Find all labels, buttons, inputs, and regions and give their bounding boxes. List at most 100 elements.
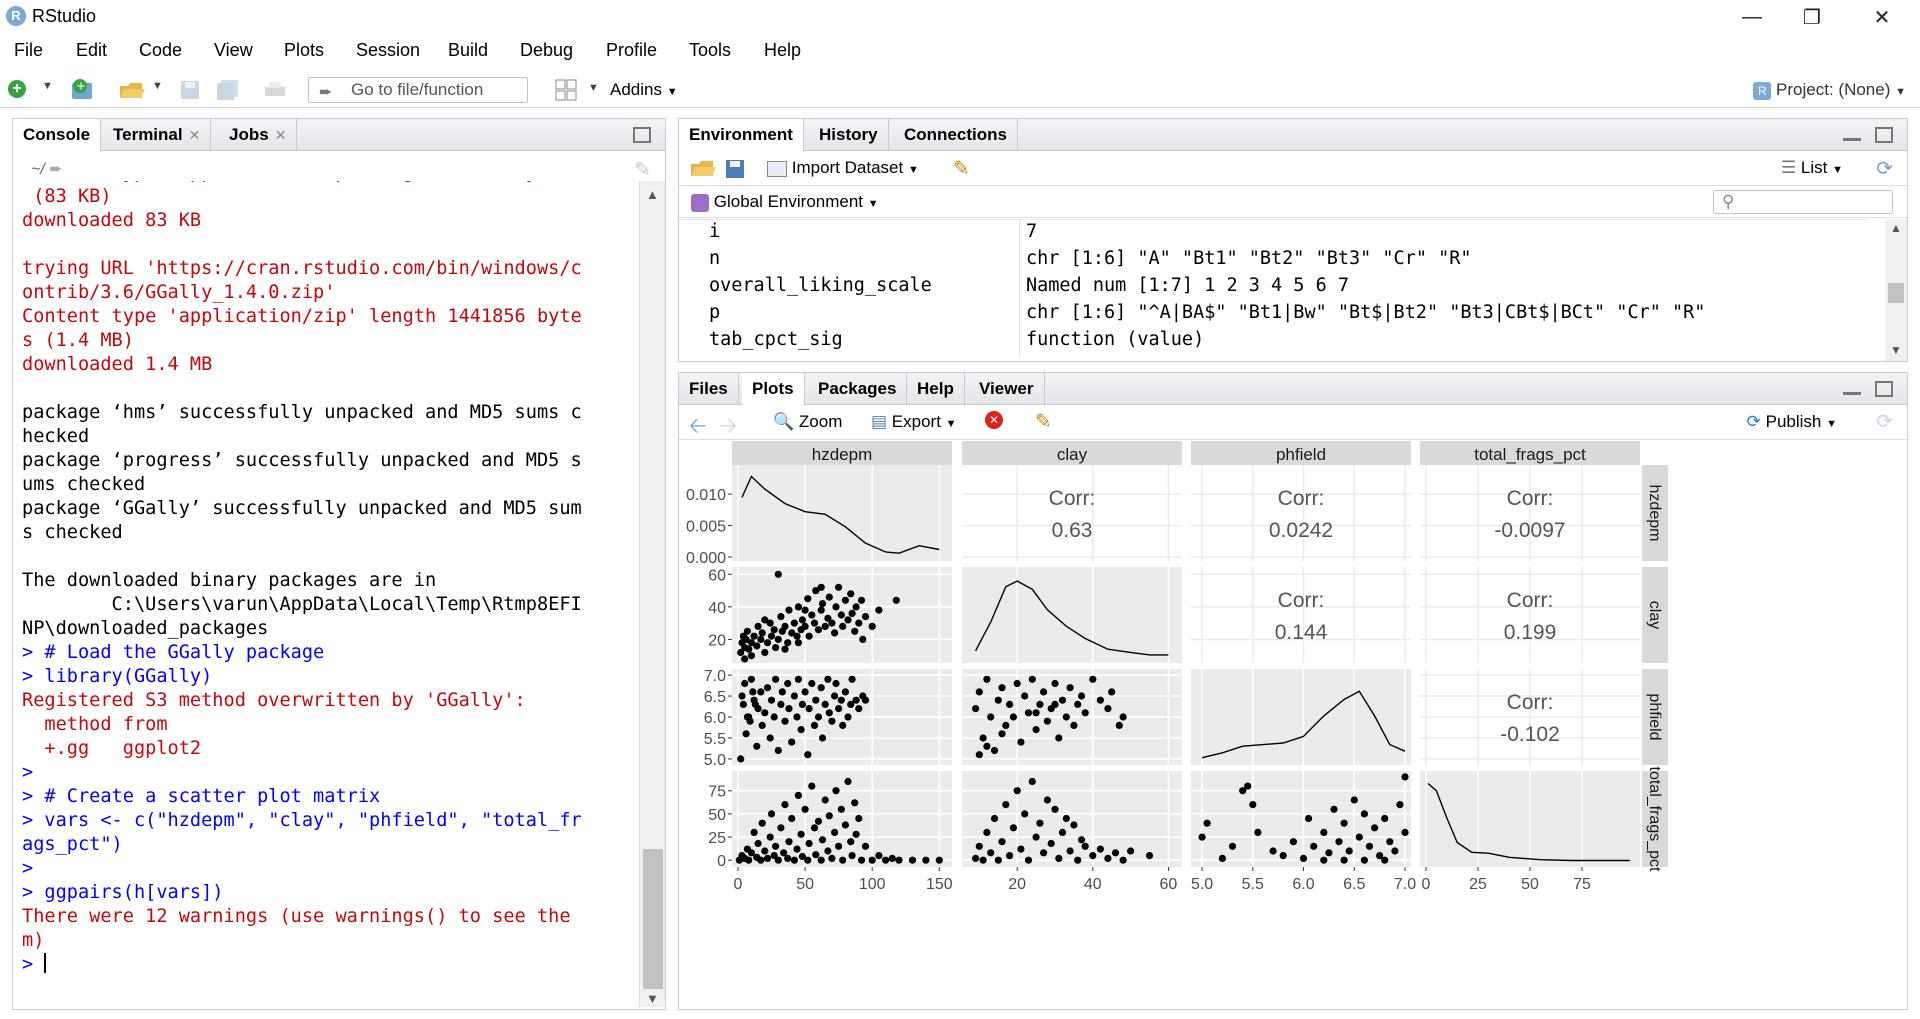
scatter-point: [763, 854, 772, 862]
scatter-point: [1013, 787, 1021, 795]
maximize-pane-icon[interactable]: [1875, 381, 1893, 397]
scroll-down-icon[interactable]: ▼: [646, 991, 659, 1006]
panes-dropdown-icon[interactable]: ▼: [588, 82, 599, 94]
env-row[interactable]: tab_cpct_sig function (value): [679, 327, 1869, 356]
clear-workspace-icon[interactable]: ✎: [953, 158, 970, 180]
console-line: > # Create a scatter plot matrix: [22, 786, 381, 807]
new-project-icon[interactable]: +: [70, 77, 98, 101]
open-file-icon[interactable]: [118, 78, 146, 102]
maximize-pane-icon[interactable]: [1875, 127, 1893, 143]
maximize-pane-icon[interactable]: [633, 127, 651, 143]
env-row[interactable]: p chr [1:6] "^A|BA$" "Bt1|Bw" "Bt$|Bt2" "…: [679, 300, 1869, 329]
close-tab-icon[interactable]: ✕: [274, 127, 287, 143]
menu-debug[interactable]: Debug: [520, 40, 574, 60]
maximize-button[interactable]: ❐: [1803, 6, 1821, 29]
menu-edit[interactable]: Edit: [76, 40, 108, 60]
y-tick-label: 0: [717, 853, 726, 870]
menu-profile[interactable]: Profile: [606, 40, 658, 60]
open-file-dropdown-icon[interactable]: ▼: [152, 80, 163, 92]
tab-environment[interactable]: Environment: [679, 119, 804, 152]
scatter-point: [1002, 721, 1010, 729]
remove-plot-icon[interactable]: ✕: [985, 411, 1003, 429]
console-output[interactable]: Content type 'application/zip' length 85…: [13, 181, 665, 1007]
scatter-point: [998, 730, 1006, 738]
y-tick-label: 5.0: [704, 752, 726, 769]
import-dataset-menu[interactable]: Import Dataset ▼: [767, 158, 919, 178]
x-tick-label: 25: [1469, 876, 1487, 893]
publish-menu[interactable]: ⟳ Publish ▼: [1746, 412, 1837, 431]
save-all-icon[interactable]: [216, 80, 240, 100]
scroll-up-icon[interactable]: ▲: [646, 187, 659, 202]
tab-viewer[interactable]: Viewer: [969, 373, 1045, 405]
tab-terminal[interactable]: Terminal ✕: [103, 119, 212, 151]
menu-view[interactable]: View: [214, 40, 253, 60]
scatter-point: [831, 692, 839, 700]
print-icon[interactable]: [264, 80, 286, 100]
menu-session[interactable]: Session: [356, 40, 421, 60]
env-scrollbar[interactable]: ▲ ▼: [1885, 219, 1907, 361]
goto-file-input[interactable]: ➨ Go to file/function: [308, 77, 528, 103]
tab-history[interactable]: History: [809, 119, 889, 151]
menu-code[interactable]: Code: [139, 40, 183, 60]
next-plot-icon[interactable]: 🡢: [719, 413, 737, 438]
scatter-point: [1360, 810, 1368, 818]
export-menu[interactable]: ▤ Export ▼: [871, 412, 957, 431]
clear-plots-icon[interactable]: ✎: [1035, 411, 1052, 433]
scatter-point: [1376, 852, 1384, 860]
workspace-panes-icon[interactable]: [555, 79, 577, 101]
scatter-point: [859, 635, 867, 643]
env-search-input[interactable]: ⚲: [1713, 190, 1893, 214]
menu-help[interactable]: Help: [764, 40, 802, 60]
scatter-point: [790, 856, 798, 864]
addins-menu[interactable]: Addins ▼: [610, 80, 678, 99]
minimize-pane-icon[interactable]: [1843, 385, 1861, 395]
tab-packages[interactable]: Packages: [808, 373, 908, 405]
global-environment-menu[interactable]: Global Environment ▼: [691, 192, 879, 212]
scroll-thumb[interactable]: [643, 849, 663, 989]
tab-help[interactable]: Help: [907, 373, 965, 405]
save-icon[interactable]: [180, 80, 200, 100]
goto-arrow-icon: ➨: [319, 84, 333, 101]
new-file-icon[interactable]: +: [8, 80, 26, 98]
console-cursor[interactable]: [44, 953, 47, 973]
env-row[interactable]: n chr [1:6] "A" "Bt1" "Bt2" "Bt3" "Cr" "R…: [679, 246, 1869, 275]
clear-console-icon[interactable]: ✎: [634, 159, 651, 181]
menu-tools[interactable]: Tools: [689, 40, 732, 60]
menu-file[interactable]: File: [14, 40, 44, 60]
project-menu[interactable]: R Project: (None) ▼: [1753, 80, 1906, 100]
refresh-plot-icon[interactable]: ⟳: [1876, 411, 1893, 433]
close-tab-icon[interactable]: ✕: [188, 127, 201, 143]
tab-plots[interactable]: Plots: [742, 373, 805, 406]
refresh-env-icon[interactable]: ⟳: [1876, 158, 1893, 180]
scatter-point: [761, 847, 769, 855]
save-workspace-icon[interactable]: [725, 159, 745, 184]
scatter-point: [784, 854, 792, 862]
close-button[interactable]: ✕: [1873, 6, 1891, 29]
tab-jobs[interactable]: Jobs ✕: [219, 119, 298, 151]
scatter-point: [818, 600, 827, 608]
zoom-button[interactable]: 🔍 Zoom: [773, 412, 843, 431]
previous-plot-icon[interactable]: 🡠: [689, 413, 707, 438]
scatter-point: [761, 648, 769, 657]
scatter-point: [821, 622, 829, 630]
env-row[interactable]: overall_liking_scale Named num [1:7] 1 2 …: [679, 273, 1869, 302]
load-workspace-icon[interactable]: [689, 158, 717, 185]
console-scrollbar[interactable]: ▲ ▼: [639, 181, 665, 1007]
minimize-pane-icon[interactable]: [1843, 131, 1861, 141]
scatter-point: [935, 856, 943, 864]
console-path: ~/ ➨: [31, 161, 63, 178]
menu-plots[interactable]: Plots: [284, 40, 325, 60]
plot-canvas: hzdepm clay phfield total_frags_pct hzdepm cl…: [679, 441, 1907, 1009]
new-file-dropdown-icon[interactable]: ▼: [42, 80, 53, 92]
minimize-button[interactable]: —: [1742, 5, 1762, 28]
scatter-point: [1335, 838, 1343, 846]
menu-build[interactable]: Build: [448, 40, 489, 60]
corr-panel: [962, 465, 1182, 561]
scatter-point: [828, 619, 836, 627]
tab-connections[interactable]: Connections: [894, 119, 1018, 151]
list-view-menu[interactable]: ☰ List ▼: [1780, 158, 1843, 177]
tab-console[interactable]: Console: [13, 119, 102, 152]
tab-files[interactable]: Files: [679, 373, 739, 405]
